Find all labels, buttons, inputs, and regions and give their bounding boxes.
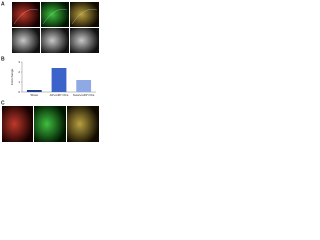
x-tick-label: AP+GFP OCs: [50, 93, 69, 97]
y-tick-label: 1: [18, 80, 20, 84]
panel-a-images: [12, 2, 99, 53]
panel-label: A: [1, 1, 5, 7]
bar: [76, 80, 92, 92]
bar: [51, 68, 67, 92]
figure: A B C Fold change 0 1 2 3 Sham AP+GFP OCs Sox2+…: [1, 1, 99, 142]
y-axis-label: Fold change: [10, 68, 14, 85]
panel-label: B: [1, 56, 5, 62]
x-tick-label: Sham: [30, 93, 38, 97]
y-tick-label: 2: [18, 70, 20, 74]
panel-label: C: [1, 100, 5, 106]
page: A B C Fold change 0 1 2 3 Sham AP+GFP OCs Sox2+…: [0, 0, 100, 143]
panel-c-images: [2, 106, 99, 142]
y-tick-label: 0: [18, 90, 20, 94]
y-tick-label: 3: [18, 60, 20, 64]
x-tick-label: Sox2+GFP OCs: [73, 93, 95, 97]
bar: [26, 90, 42, 92]
